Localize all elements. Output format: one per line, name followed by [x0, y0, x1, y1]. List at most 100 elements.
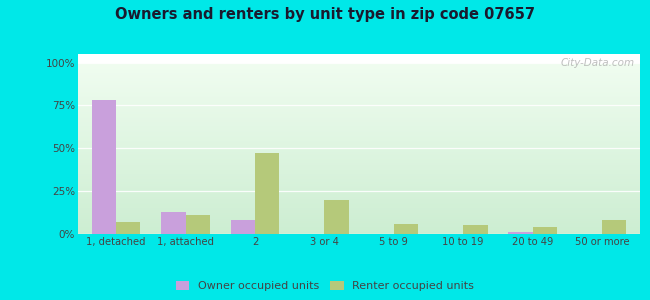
Bar	[78, 115, 640, 116]
Bar	[78, 195, 640, 196]
Bar	[463, 225, 488, 234]
Bar	[78, 151, 640, 152]
Bar	[78, 208, 640, 209]
Bar	[78, 177, 640, 178]
Bar	[78, 160, 640, 161]
Legend: Owner occupied units, Renter occupied units: Owner occupied units, Renter occupied un…	[176, 281, 474, 291]
Bar	[78, 96, 640, 97]
Bar	[78, 139, 640, 140]
Bar	[78, 106, 640, 107]
Bar	[78, 93, 640, 94]
Bar	[78, 212, 640, 213]
Bar	[78, 66, 640, 67]
Bar	[78, 170, 640, 171]
Bar	[78, 158, 640, 159]
Bar	[78, 165, 640, 166]
Bar	[78, 78, 640, 79]
Bar	[78, 179, 640, 180]
Bar	[78, 135, 640, 136]
Bar	[78, 113, 640, 114]
Bar	[78, 88, 640, 89]
Bar	[78, 169, 640, 170]
Bar	[78, 168, 640, 169]
Bar	[78, 101, 640, 102]
Bar	[78, 210, 640, 211]
Bar	[78, 173, 640, 174]
Bar	[78, 141, 640, 142]
Bar	[78, 220, 640, 221]
Bar	[78, 97, 640, 98]
Bar	[78, 64, 640, 65]
Bar	[78, 202, 640, 203]
Bar	[78, 215, 640, 216]
Bar	[78, 129, 640, 130]
Bar	[78, 228, 640, 229]
Bar	[78, 70, 640, 71]
Bar	[78, 191, 640, 192]
Bar	[78, 172, 640, 173]
Bar	[508, 232, 532, 234]
Bar	[78, 63, 640, 64]
Bar	[116, 222, 140, 234]
Bar	[78, 94, 640, 95]
Bar	[78, 186, 640, 187]
Bar	[78, 119, 640, 120]
Bar	[78, 116, 640, 117]
Bar	[78, 75, 640, 76]
Bar	[78, 145, 640, 146]
Bar	[78, 142, 640, 143]
Bar	[78, 213, 640, 214]
Bar	[78, 187, 640, 188]
Bar	[78, 82, 640, 83]
Bar	[78, 200, 640, 201]
Bar	[78, 148, 640, 149]
Bar	[78, 68, 640, 69]
Bar	[78, 146, 640, 147]
Bar	[78, 102, 640, 103]
Bar	[78, 188, 640, 189]
Bar	[78, 171, 640, 172]
Bar	[78, 136, 640, 137]
Bar	[78, 84, 640, 85]
Bar	[78, 91, 640, 92]
Bar	[78, 214, 640, 215]
Bar	[78, 133, 640, 134]
Bar	[78, 194, 640, 195]
Bar	[78, 138, 640, 139]
Bar	[78, 156, 640, 157]
Bar	[78, 74, 640, 75]
Bar	[78, 218, 640, 219]
Bar	[78, 198, 640, 199]
Bar	[78, 209, 640, 210]
Bar	[78, 155, 640, 156]
Bar	[78, 181, 640, 182]
Bar	[78, 197, 640, 198]
Bar	[78, 105, 640, 106]
Bar	[78, 221, 640, 222]
Bar	[78, 77, 640, 78]
Bar	[78, 150, 640, 151]
Bar	[78, 87, 640, 88]
Bar	[78, 225, 640, 226]
Bar	[78, 72, 640, 73]
Bar	[78, 81, 640, 82]
Bar	[78, 166, 640, 167]
Bar	[78, 118, 640, 119]
Bar	[78, 143, 640, 144]
Bar	[78, 219, 640, 220]
Bar	[532, 227, 557, 234]
Bar	[78, 89, 640, 90]
Bar	[78, 90, 640, 91]
Bar	[78, 103, 640, 104]
Bar	[78, 190, 640, 191]
Bar	[78, 223, 640, 224]
Bar	[78, 108, 640, 109]
Bar	[78, 192, 640, 193]
Bar	[78, 189, 640, 190]
Bar	[78, 167, 640, 168]
Bar	[78, 144, 640, 145]
Text: Owners and renters by unit type in zip code 07657: Owners and renters by unit type in zip c…	[115, 8, 535, 22]
Bar	[78, 163, 640, 164]
Bar	[78, 65, 640, 66]
Bar	[78, 157, 640, 158]
